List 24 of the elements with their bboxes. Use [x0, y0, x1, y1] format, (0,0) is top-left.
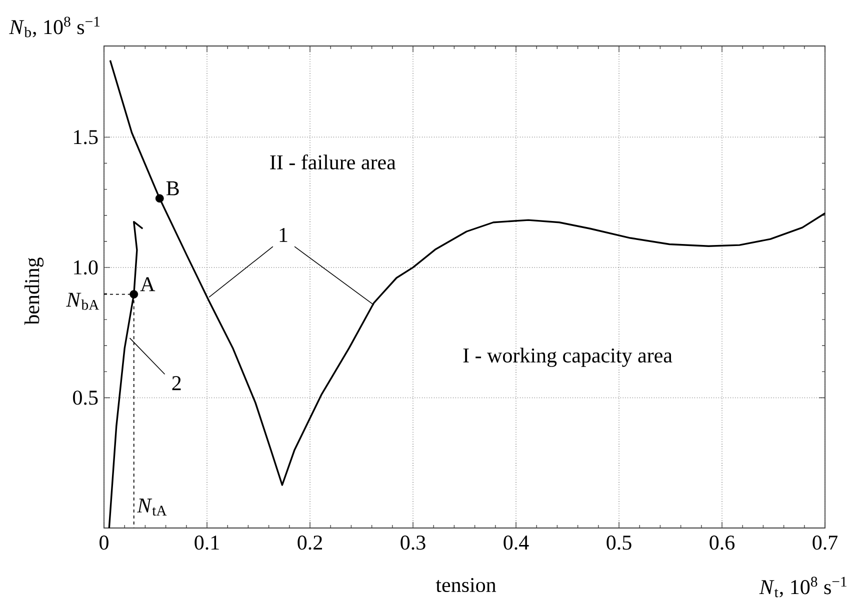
x-tick-label: 0: [100, 536, 108, 550]
annotation: A: [140, 277, 156, 292]
line-series: [109, 59, 826, 486]
annotation: I - working capacity area: [463, 348, 672, 367]
x-tick-label: 0.7: [812, 536, 838, 550]
annotation: II - failure area: [270, 154, 396, 170]
text: N$_{bA}$: [66, 292, 100, 310]
x-tick-label: 0.1: [194, 536, 219, 550]
text: N$_{b}$, 10$^{8}$ s$^{−1}$: [9, 16, 100, 38]
y-tick-label: 1.0: [74, 260, 98, 275]
x-tick-label: 0.2: [298, 536, 322, 550]
x-axis-title: tension: [436, 578, 496, 592]
annotation: B: [166, 181, 179, 196]
annotation: N$_{tA}$: [136, 498, 167, 516]
y-axis-title: bending: [24, 258, 44, 325]
text: N$_{t}$, 10$^{8}$ s$^{−1}$: [759, 576, 846, 598]
y-tick-label: 0.5: [73, 390, 98, 405]
x-tick-label: 0.5: [606, 536, 632, 550]
y-tick-label: 1.5: [74, 130, 98, 144]
annotation: 1: [280, 228, 288, 242]
annotation: 2: [172, 376, 181, 390]
x-tick-label: 0.3: [400, 536, 426, 550]
x-tick-label: 0.4: [504, 536, 529, 550]
x-tick-label: 0.6: [710, 536, 735, 550]
